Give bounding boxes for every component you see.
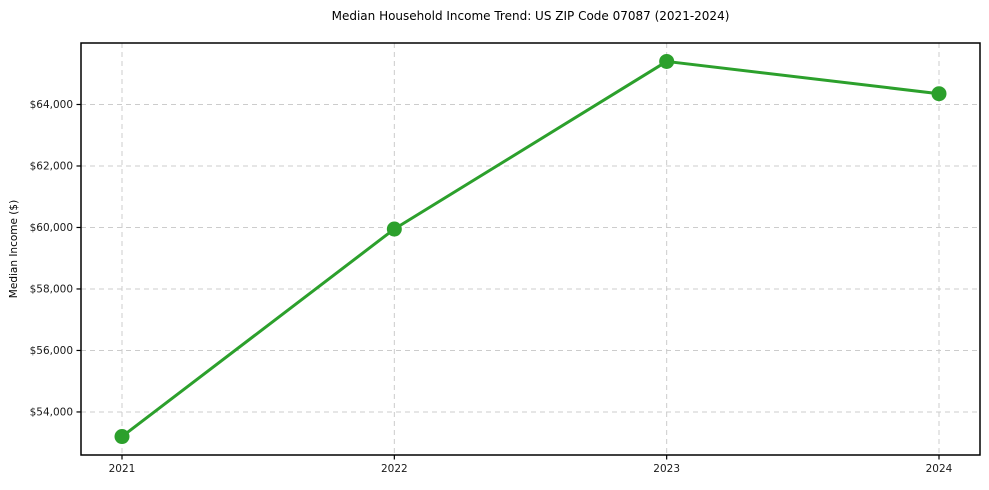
y-tick-label: $56,000: [30, 345, 73, 357]
x-tick-label: 2021: [109, 463, 136, 475]
data-point-2024: [931, 86, 947, 102]
data-point-2021: [114, 429, 130, 445]
trend-line: [121, 59, 940, 438]
axes-spines: [80, 42, 981, 456]
y-tick-label: $54,000: [30, 406, 73, 418]
y-tick-label: $58,000: [30, 283, 73, 295]
data-point-2022: [386, 221, 402, 237]
x-tick-label: 2024: [926, 463, 953, 475]
x-tick-label: 2023: [653, 463, 680, 475]
y-axis-label: Median Income ($): [8, 199, 20, 299]
chart-title: Median Household Income Trend: US ZIP Co…: [331, 9, 730, 23]
y-tick-label: $60,000: [30, 222, 73, 234]
y-tick-label: $62,000: [30, 160, 73, 172]
x-tick-label: 2022: [381, 463, 408, 475]
y-tick-label: $64,000: [30, 99, 73, 111]
data-point-2023: [659, 53, 675, 69]
